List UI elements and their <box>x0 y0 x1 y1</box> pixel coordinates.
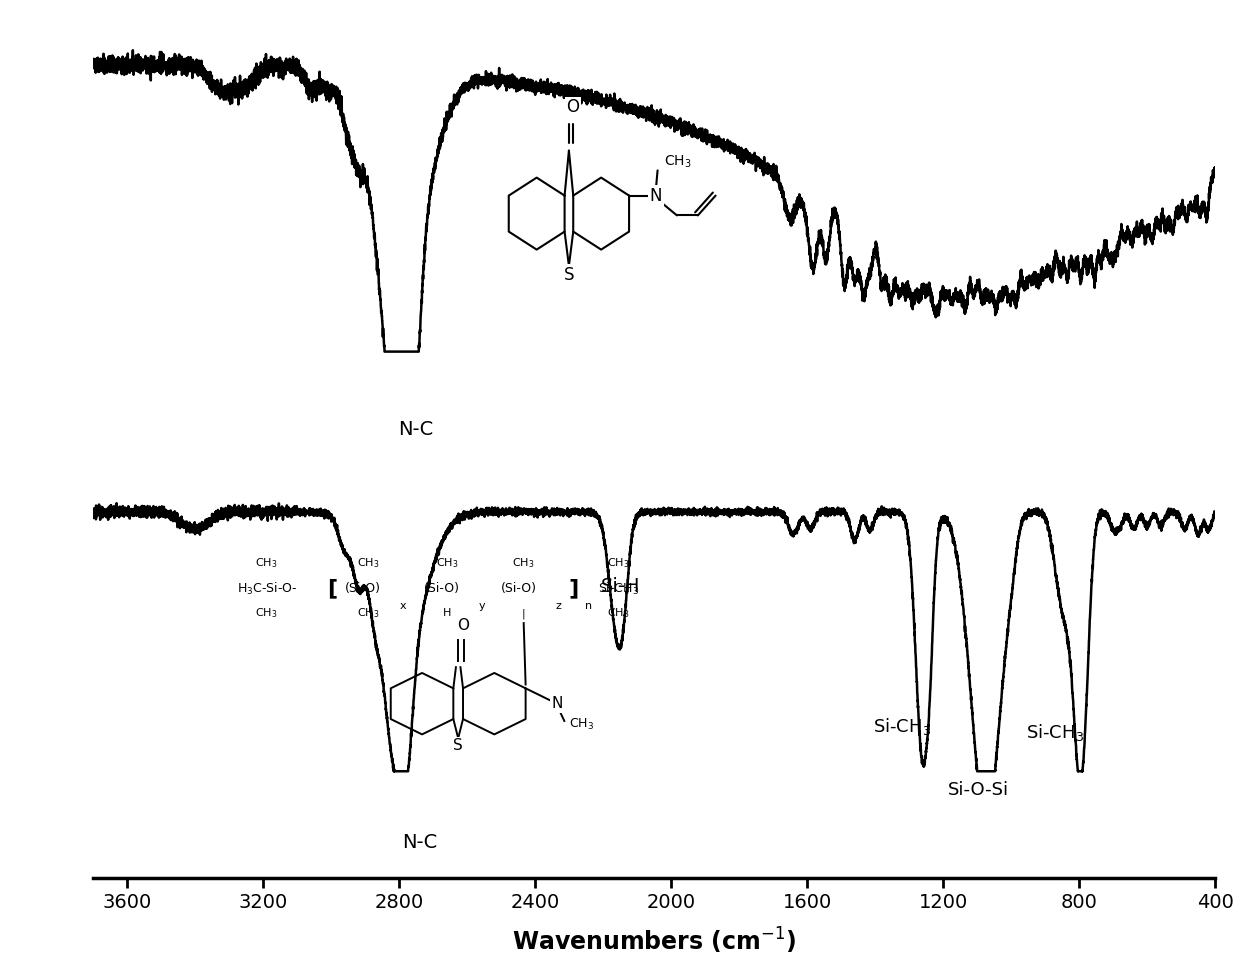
Text: (Si-O): (Si-O) <box>345 582 381 595</box>
X-axis label: Wavenumbers (cm$^{-1}$): Wavenumbers (cm$^{-1}$) <box>512 925 796 956</box>
Text: O: O <box>458 617 470 633</box>
Text: CH$_3$: CH$_3$ <box>255 607 278 620</box>
Text: N: N <box>650 186 662 204</box>
Text: (Si-O): (Si-O) <box>424 582 460 595</box>
Text: Si-CH$_3$: Si-CH$_3$ <box>1027 722 1085 743</box>
Text: Si-O-Si: Si-O-Si <box>949 781 1009 800</box>
Text: CH$_3$: CH$_3$ <box>665 154 692 170</box>
Text: Si-CH$_3$: Si-CH$_3$ <box>598 581 640 596</box>
Text: CH$_3$: CH$_3$ <box>512 557 534 570</box>
Text: N-C: N-C <box>398 420 434 440</box>
Text: y: y <box>479 601 485 611</box>
Text: CH$_3$: CH$_3$ <box>357 607 379 620</box>
Text: N: N <box>552 696 563 711</box>
Text: N-C: N-C <box>402 833 436 852</box>
Text: (Si-O): (Si-O) <box>501 582 537 595</box>
Text: CH$_3$: CH$_3$ <box>569 717 594 732</box>
Text: CH$_3$: CH$_3$ <box>357 557 379 570</box>
Text: CH$_3$: CH$_3$ <box>608 557 630 570</box>
Text: CH$_3$: CH$_3$ <box>255 557 278 570</box>
Text: Si-CH$_3$: Si-CH$_3$ <box>873 716 931 737</box>
Text: CH$_3$: CH$_3$ <box>608 607 630 620</box>
Text: |: | <box>522 609 526 618</box>
Text: [: [ <box>326 579 337 598</box>
Text: O: O <box>567 99 579 116</box>
Text: z: z <box>556 601 562 611</box>
Text: S: S <box>454 738 463 754</box>
Text: H$_3$C-Si-O-: H$_3$C-Si-O- <box>237 581 298 596</box>
Text: H: H <box>443 609 451 618</box>
Text: x: x <box>399 601 405 611</box>
Text: ]: ] <box>568 579 579 598</box>
Text: Si-H: Si-H <box>600 578 640 596</box>
Text: CH$_3$: CH$_3$ <box>435 557 458 570</box>
Text: S: S <box>564 266 574 284</box>
Text: n: n <box>585 601 591 611</box>
